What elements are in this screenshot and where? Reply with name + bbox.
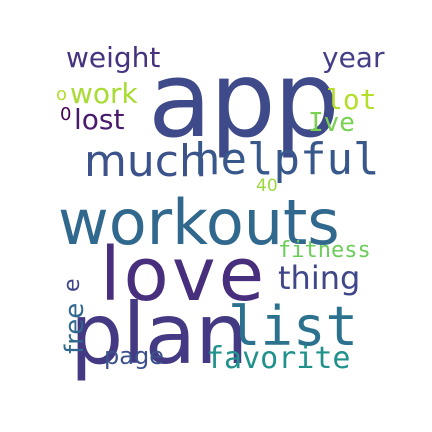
word-favorite: favorite [206, 341, 351, 376]
word-o: o [56, 84, 68, 105]
word-40: 40 [256, 176, 278, 196]
word-0: 0 [60, 104, 72, 125]
word-workouts: workouts [58, 186, 340, 259]
word-list: list [228, 295, 359, 358]
word-fitness: fitness [278, 238, 371, 263]
word-weight: weight [66, 41, 161, 74]
word-thing: thing [278, 259, 361, 297]
word-plan: plan [70, 285, 248, 383]
word-year: year [322, 41, 385, 74]
word-lost: lost [74, 103, 125, 136]
word-ive: Ive [308, 108, 355, 138]
word-lot: lot [326, 83, 377, 116]
word-app: app [148, 39, 340, 161]
word-free: free [60, 302, 90, 354]
word-much: much [84, 136, 207, 187]
word-work: work [70, 77, 138, 110]
word-e: e [60, 278, 85, 292]
word-love: love [100, 232, 268, 318]
word-helpful: helpful [194, 134, 380, 185]
word-page: page [104, 342, 164, 370]
